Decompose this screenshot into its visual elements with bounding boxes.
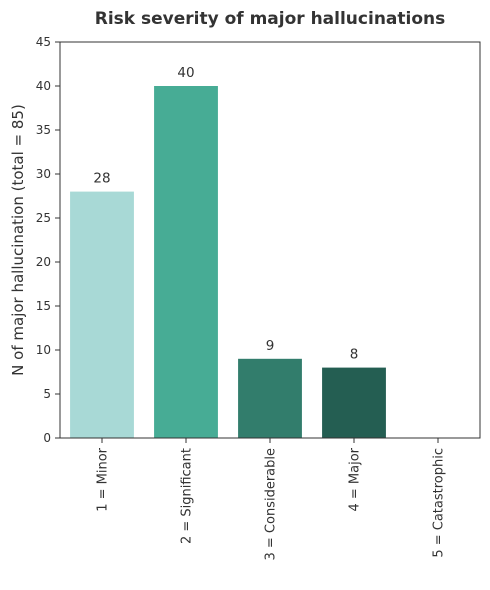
plot-area-frame xyxy=(59,41,481,439)
bar-value-label: 28 xyxy=(93,171,110,187)
data-labels-group: 28 40 9 8 xyxy=(93,65,358,363)
y-tick-label: 20 xyxy=(36,255,51,269)
bars-group xyxy=(70,86,386,438)
y-tick-label: 40 xyxy=(36,79,51,93)
x-tick-label: 4 = Major xyxy=(348,447,363,511)
bar xyxy=(238,358,302,438)
bar-value-label: 40 xyxy=(177,65,194,81)
bar-value-label: 9 xyxy=(266,338,275,354)
y-tick-label: 35 xyxy=(36,123,51,137)
y-tick-label: 30 xyxy=(36,167,51,181)
bar-value-label: 8 xyxy=(350,347,359,363)
x-tick-label: 2 = Significant xyxy=(180,448,195,544)
y-tick-label: 15 xyxy=(36,299,51,313)
bar xyxy=(70,191,134,438)
y-axis: 0 5 10 15 20 25 30 35 40 45 xyxy=(36,35,60,445)
x-tick-label: 5 = Catastrophic xyxy=(432,448,447,558)
y-axis-label: N of major hallucination (total = 85) xyxy=(9,104,27,376)
bar xyxy=(154,86,218,438)
x-tick-label: 1 = Minor xyxy=(96,447,111,511)
y-tick-label: 0 xyxy=(43,431,51,445)
y-tick-label: 5 xyxy=(43,387,51,401)
y-tick-label: 45 xyxy=(36,35,51,49)
y-tick-label: 25 xyxy=(36,211,51,225)
x-axis: 1 = Minor 2 = Significant 3 = Considerable… xyxy=(96,438,447,561)
chart-title: Risk severity of major hallucinations xyxy=(95,9,446,29)
y-tick-label: 10 xyxy=(36,343,51,357)
bar xyxy=(322,367,386,438)
x-tick-label: 3 = Considerable xyxy=(264,448,279,561)
